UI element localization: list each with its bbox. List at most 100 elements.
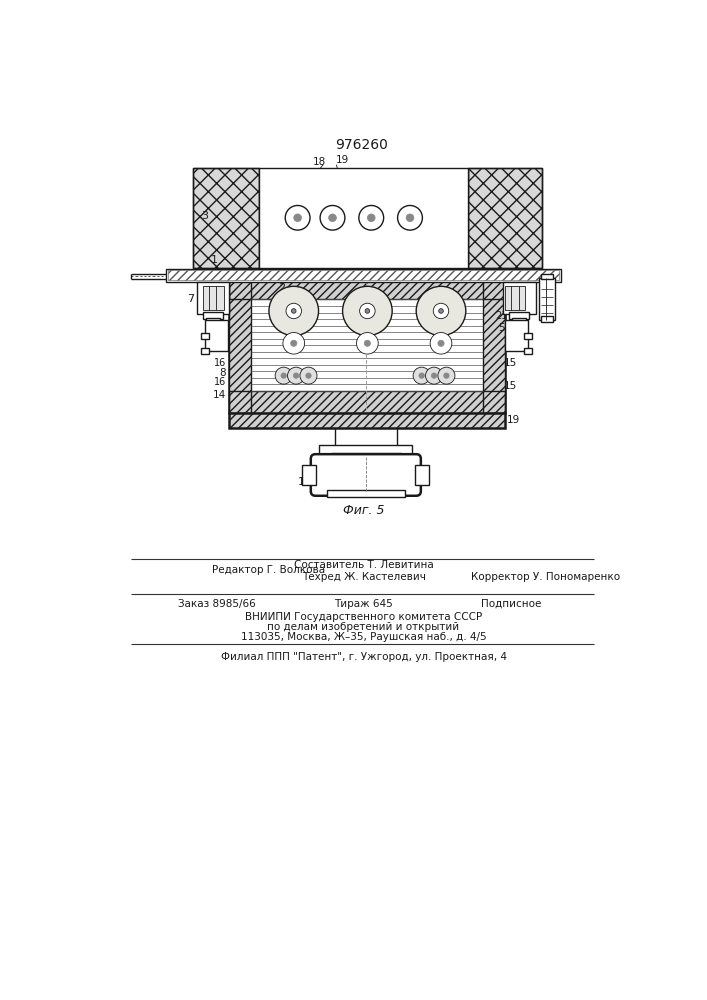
Text: Подписное: Подписное xyxy=(481,599,541,609)
Text: Фиг. 5: Фиг. 5 xyxy=(343,504,384,517)
Circle shape xyxy=(305,373,311,378)
Text: 15: 15 xyxy=(504,358,518,368)
FancyBboxPatch shape xyxy=(311,454,421,496)
Circle shape xyxy=(281,373,286,378)
Text: 5: 5 xyxy=(498,323,505,333)
Circle shape xyxy=(275,367,292,384)
Bar xyxy=(503,282,535,314)
Circle shape xyxy=(283,333,305,354)
Text: 7: 7 xyxy=(187,294,194,304)
Bar xyxy=(166,269,561,282)
Circle shape xyxy=(329,214,337,222)
Bar xyxy=(230,413,505,428)
Bar xyxy=(230,391,505,413)
Bar xyxy=(524,333,532,339)
Text: Тираж 645: Тираж 645 xyxy=(334,599,393,609)
Text: 15: 15 xyxy=(504,381,518,391)
Circle shape xyxy=(343,286,392,336)
Circle shape xyxy=(426,367,443,384)
Bar xyxy=(509,312,530,319)
Circle shape xyxy=(438,340,444,346)
Circle shape xyxy=(406,214,414,222)
Bar xyxy=(468,168,542,268)
Circle shape xyxy=(365,309,370,313)
Bar xyxy=(505,320,528,351)
Text: 17: 17 xyxy=(298,477,312,487)
Bar xyxy=(206,318,220,323)
Text: Редактор Г. Волкова: Редактор Г. Волкова xyxy=(212,565,325,575)
Bar xyxy=(193,168,259,268)
Bar xyxy=(524,348,532,354)
Circle shape xyxy=(269,286,319,336)
Text: 4: 4 xyxy=(547,288,554,298)
Bar xyxy=(259,168,468,268)
Text: 8: 8 xyxy=(220,368,226,378)
Text: 16: 16 xyxy=(214,358,226,368)
Bar xyxy=(203,312,223,319)
Circle shape xyxy=(293,373,299,378)
Text: 10: 10 xyxy=(212,311,224,321)
Circle shape xyxy=(291,309,296,313)
Bar xyxy=(168,270,559,280)
Text: 22: 22 xyxy=(518,287,532,297)
Bar xyxy=(230,391,505,413)
Text: по делам изобретений и открытий: по делам изобретений и открытий xyxy=(267,622,460,632)
Bar xyxy=(541,274,554,279)
Circle shape xyxy=(430,333,452,354)
Text: 1: 1 xyxy=(211,255,218,265)
Bar xyxy=(416,465,429,485)
Text: 21: 21 xyxy=(496,311,508,321)
Bar xyxy=(197,282,230,314)
Text: 14: 14 xyxy=(213,390,226,400)
Circle shape xyxy=(300,367,317,384)
Bar xyxy=(203,286,224,310)
Text: 976260: 976260 xyxy=(336,138,388,152)
Text: 2: 2 xyxy=(279,283,286,293)
Text: 5: 5 xyxy=(217,321,224,331)
Circle shape xyxy=(360,303,375,319)
Text: Техред Ж. Кастелевич: Техред Ж. Кастелевич xyxy=(302,572,426,582)
Text: 18: 18 xyxy=(312,157,326,167)
Bar xyxy=(541,316,554,322)
Bar xyxy=(230,278,251,413)
Circle shape xyxy=(293,214,301,222)
Bar xyxy=(230,278,251,413)
Circle shape xyxy=(438,367,455,384)
Circle shape xyxy=(438,309,443,313)
Bar xyxy=(513,318,526,323)
Circle shape xyxy=(286,303,301,319)
Bar xyxy=(303,465,316,485)
Bar xyxy=(331,453,401,460)
Circle shape xyxy=(416,286,466,336)
Circle shape xyxy=(419,373,424,378)
Circle shape xyxy=(291,340,297,346)
Circle shape xyxy=(288,367,305,384)
Text: 19: 19 xyxy=(336,155,349,165)
Circle shape xyxy=(285,205,310,230)
Circle shape xyxy=(431,373,437,378)
Text: 3: 3 xyxy=(201,211,208,221)
Bar xyxy=(201,348,209,354)
Circle shape xyxy=(368,214,375,222)
Text: 19: 19 xyxy=(506,415,520,425)
Bar xyxy=(230,278,505,413)
Circle shape xyxy=(359,205,384,230)
Text: ВНИИПИ Государственного комитета СССР: ВНИИПИ Государственного комитета СССР xyxy=(245,612,482,622)
Text: 16: 16 xyxy=(214,377,226,387)
Bar xyxy=(483,278,505,413)
Bar xyxy=(505,286,525,310)
Text: Составитель Т. Левитина: Составитель Т. Левитина xyxy=(293,560,433,570)
Text: Заказ 8985/66: Заказ 8985/66 xyxy=(177,599,255,609)
Bar xyxy=(539,278,555,320)
Circle shape xyxy=(397,205,422,230)
Circle shape xyxy=(364,340,370,346)
Bar xyxy=(230,413,505,428)
Text: Корректор У. Пономаренко: Корректор У. Пономаренко xyxy=(471,572,620,582)
Bar xyxy=(468,168,542,268)
Circle shape xyxy=(444,373,449,378)
Text: 113035, Москва, Ж–35, Раушская наб., д. 4/5: 113035, Москва, Ж–35, Раушская наб., д. … xyxy=(240,632,486,642)
Bar xyxy=(483,278,505,413)
Bar xyxy=(327,490,404,497)
Bar xyxy=(320,445,412,454)
Bar xyxy=(201,333,209,339)
